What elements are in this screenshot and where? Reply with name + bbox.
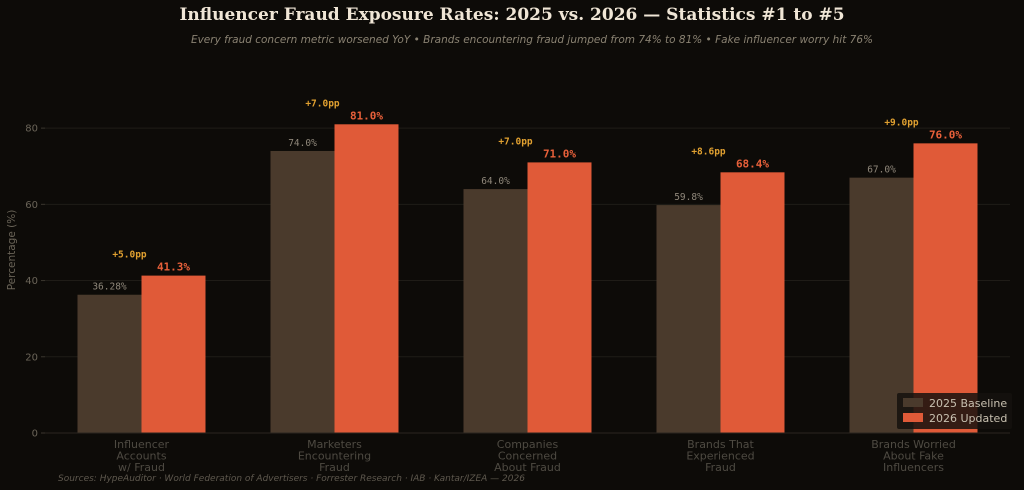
data-label-2026: 81.0% [350,109,383,122]
data-label-2025: 74.0% [288,138,317,149]
x-category-label-line: Concerned [498,450,557,463]
x-category-label-line: Accounts [116,450,166,463]
y-tick-label: 40 [25,276,38,287]
delta-label: +8.6pp [691,146,726,157]
legend-box [897,393,1012,429]
bar-2025-baseline [270,150,335,433]
y-tick-label: 60 [25,200,38,211]
y-tick-label: 0 [32,429,38,440]
chart-title: Influencer Fraud Exposure Rates: 2025 vs… [179,5,844,25]
data-label-2025: 59.8% [674,192,703,203]
x-category-label-line: Fraud [319,461,350,474]
legend-swatch [903,413,923,422]
delta-label: +7.0pp [305,98,340,109]
bar-2025-baseline [77,294,142,433]
chart-subtitle: Every fraud concern metric worsened YoY … [191,34,873,46]
x-category-label: Brands That Experienced Fraud [686,438,754,474]
x-category-label-line: Brands That [687,438,754,451]
data-label-2026: 41.3% [157,261,190,274]
x-category-label: Marketers Encountering Fraud [298,438,371,474]
bar-2025-baseline [849,177,914,433]
bar-2026-updated [913,143,978,433]
x-category-label-line: About Fake [883,450,944,463]
bar-2026-updated [141,275,206,433]
x-category-label-line: Companies [497,438,559,451]
x-category-label-line: Marketers [307,438,362,451]
bar-2026-updated [720,172,785,433]
x-category-label: Brands Worried About Fake Influencers [871,438,956,474]
x-category-label-line: Brands Worried [871,438,956,451]
data-label-2026: 71.0% [543,147,576,160]
y-tick-label: 20 [25,352,38,363]
data-label-2025: 36.28% [92,282,127,293]
delta-label: +9.0pp [884,117,919,128]
x-category-label: Influencer Accounts w/ Fraud [114,438,170,474]
bar-2025-baseline [656,205,721,433]
x-category-label-line: w/ Fraud [118,461,165,474]
bars [77,124,978,434]
delta-label: +5.0pp [112,250,147,261]
y-axis-label: Percentage (%) [6,210,18,291]
axes: 0 20 40 60 80 Influencer Accounts w/ Fraud Marke… [25,124,1010,474]
source-note: Sources: HypeAuditor · World Federation … [58,474,525,484]
data-label-2026: 76.0% [929,128,962,141]
legend: 2025 Baseline 2026 Updated [897,393,1012,429]
x-category-label-line: Fraud [705,461,736,474]
data-label-2025: 67.0% [867,165,896,176]
x-category-label-line: Influencer [114,438,170,451]
legend-swatch [903,398,923,407]
bar-2026-updated [527,162,592,433]
data-label-2026: 68.4% [736,157,769,170]
y-tick-label: 80 [25,124,38,135]
data-label-2025: 64.0% [481,176,510,187]
x-category-label-line: Influencers [883,461,944,474]
bar-2026-updated [334,124,399,434]
legend-label: 2026 Updated [929,412,1007,425]
bar-2025-baseline [463,189,528,433]
legend-label: 2025 Baseline [929,397,1007,410]
data-labels: 36.28% 41.3% +5.0pp 74.0% 81.0% +7.0pp 64.0% 71… [92,98,962,292]
x-category-label: Companies Concerned About Fraud [494,438,561,474]
x-category-label-line: Encountering [298,450,371,463]
x-category-label-line: Experienced [686,450,754,463]
x-category-label-line: About Fraud [494,461,561,474]
delta-label: +7.0pp [498,136,533,147]
